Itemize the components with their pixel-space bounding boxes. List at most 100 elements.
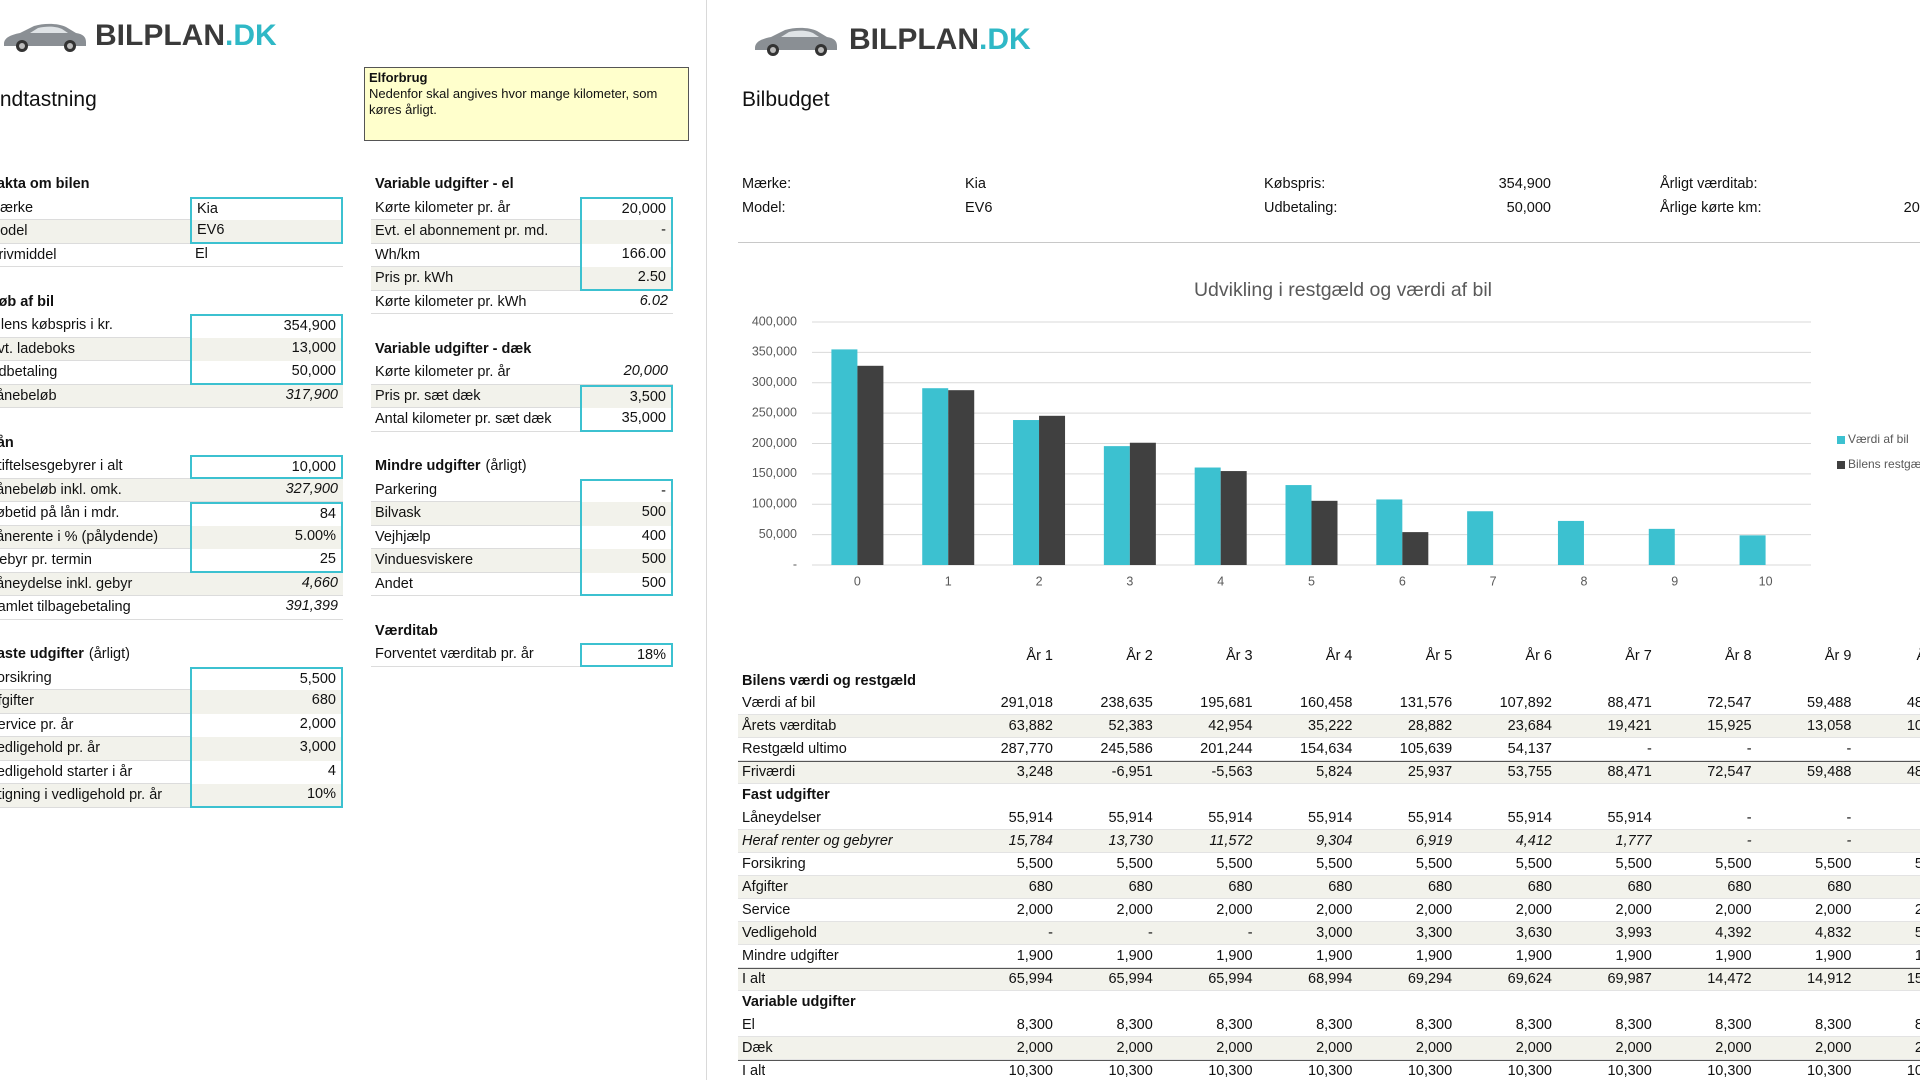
table-row [738,692,1920,716]
row-label: Løbetid på lån i mdr. [0,502,190,526]
cell-value: 287,770 [1000,741,1053,758]
y-tick-label: 350,000 [752,345,797,359]
input-cell: 400 [580,525,673,550]
cell-value: 2,000 [1914,902,1920,919]
cell-value: 8,300 [1515,1017,1552,1034]
cell-value: 2,000 [1415,1040,1453,1057]
cell-value: 2,000 [1615,902,1652,919]
cell-value: 13,730 [1108,833,1153,850]
cell-value: 680 [1028,879,1053,896]
calc-cell: 4,660 [190,572,343,597]
cell-value: 5,500 [1914,856,1920,873]
cell-value: 69,294 [1407,971,1453,988]
table-row [738,807,1920,831]
cell-value: 48,780 [1906,764,1920,781]
cell-value: 8,300 [1914,1017,1920,1034]
calc-cell: 6.02 [580,290,673,315]
cell-value: 52,383 [1108,718,1153,735]
table-row [738,738,1920,762]
chart-title: Udvikling i restgæld og værdi af bil [1194,279,1492,301]
table-row [738,853,1920,877]
cell-value: 680 [1228,879,1253,896]
cell-value: 291,018 [1000,695,1053,712]
logo: BILPLAN.DK [849,22,1031,58]
cell-value: 1,900 [1016,948,1053,965]
cell-value: 680 [1328,879,1353,896]
table-row [738,830,1920,854]
bar [1039,415,1066,565]
cell-value: 8,300 [1415,1017,1453,1034]
row-label: Årets værditab [742,718,837,735]
cell-value: 55,914 [1507,810,1552,827]
cell-value: 160,458 [1299,695,1353,712]
info-value: 50,000 [1506,199,1551,216]
bar [1103,446,1130,565]
info-separator [738,242,1920,243]
cell-value: 10,708 [1906,718,1920,735]
cell-value: 63,882 [1008,718,1053,735]
legend-swatch [1837,461,1845,469]
cell-value: 10,300 [1707,1063,1752,1080]
cell-value: 88,471 [1607,764,1652,781]
column-header: År 8 [1725,647,1752,664]
cell-value: 72,547 [1707,764,1752,781]
row-label: Værdi af bil [742,695,816,712]
row-label: Samlet tilbagebetaling [0,596,190,620]
cell-value: 55,914 [1407,810,1453,827]
input-cell: 500 [580,549,673,573]
row-label: Lånebeløb inkl. omk. [0,478,190,503]
section-note: (årligt) [485,458,527,475]
y-tick-label: - [793,557,797,571]
bar [1285,485,1312,565]
cell-value: 1,900 [1216,948,1253,965]
calc-cell: 317,900 [190,384,343,409]
x-tick-label: 10 [1759,574,1773,588]
cell-value: -6,951 [1111,764,1153,781]
column-header: År 3 [1226,647,1253,664]
row-label: El [742,1017,755,1034]
bar [857,365,884,565]
cell-value: 59,488 [1807,764,1852,781]
cell-value: 5,500 [1216,856,1253,873]
section-title: Værditab [375,622,438,639]
cell-value: 8,300 [1116,1017,1153,1034]
row-label: Bilens købspris i kr. [0,314,190,338]
cell-value: -5,563 [1211,764,1253,781]
row-label: Kørte kilometer pr. år [371,361,580,385]
cell-value: 2,000 [1715,1040,1752,1057]
input-cell: 4 [190,760,343,785]
cell-value: 65,994 [1208,971,1253,988]
bar [1402,532,1429,565]
cell-value: 8,300 [1316,1017,1353,1034]
row-label: Evt. ladeboks [0,337,190,362]
row-label: Udbetaling [0,361,190,385]
y-tick-label: 100,000 [752,497,797,511]
cell-value: 1,900 [1615,948,1652,965]
input-cell: - [580,220,673,244]
row-label: Afgifter [0,690,190,714]
cell-value: 105,639 [1399,741,1453,758]
info-value: 20,000 [1903,199,1920,216]
input-cell: 680 [190,690,343,714]
cell-value: 680 [1427,879,1453,896]
cell-value: 2,000 [1116,902,1153,919]
row-label: Forsikring [742,856,806,873]
cell-value: 10,300 [1008,1063,1053,1080]
cell-value: 195,681 [1200,695,1253,712]
cell-value: 3,630 [1515,925,1552,942]
bar [1557,520,1584,565]
row-label: Restgæld ultimo [742,741,847,758]
cell-value: 5,824 [1316,764,1353,781]
bar [1194,467,1221,565]
cell-value: - [1856,807,1920,830]
cell-value: 55,914 [1208,810,1253,827]
cell-value: 55,914 [1108,810,1153,827]
cell-value: 2,000 [1116,1040,1153,1057]
cell-value: 1,777 [1615,833,1652,850]
row-label: Låneydelser [742,810,821,827]
section-title: Fakta om bilen [0,176,90,193]
cell-value: - [1746,741,1752,758]
car-logo [4,23,86,52]
cell-value: 42,954 [1208,718,1253,735]
section-title: Variable udgifter - dæk [375,340,532,357]
